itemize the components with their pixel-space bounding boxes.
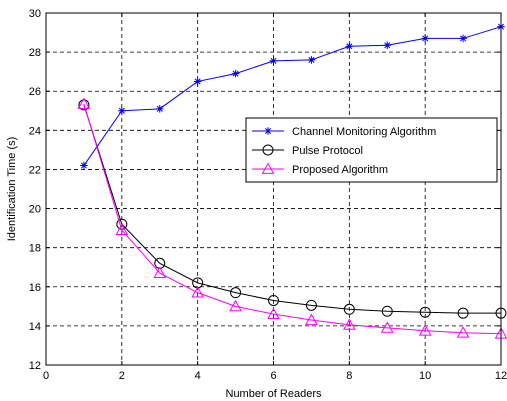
- y-tick-label: 18: [29, 243, 41, 255]
- series-2-point: [343, 303, 355, 315]
- x-tick-label: 0: [43, 370, 49, 382]
- legend-label-3: Proposed Algorithm: [292, 164, 388, 176]
- y-tick-label: 28: [29, 47, 41, 59]
- series-2-point: [305, 299, 317, 311]
- series-2-point: [381, 305, 393, 317]
- legend-marker-3: [261, 162, 275, 174]
- y-tick-label: 24: [29, 125, 41, 137]
- series-2-point: [268, 294, 279, 306]
- x-tick-label: 6: [270, 370, 276, 382]
- x-tick-label: 2: [119, 370, 125, 382]
- series-3-point: [115, 223, 129, 235]
- y-tick-label: 22: [29, 164, 41, 176]
- series-2-point: [230, 287, 242, 299]
- legend-label-2: Pulse Protocol: [292, 145, 363, 157]
- series-line-2: [83, 104, 501, 314]
- series-1-point: [345, 42, 354, 51]
- y-tick-label: 14: [29, 321, 41, 333]
- series-3-point: [191, 286, 205, 298]
- y-tick-label: 30: [29, 8, 41, 20]
- series-line-1: [83, 26, 502, 166]
- series-3-point: [418, 324, 432, 336]
- series-2-point: [419, 306, 431, 318]
- series-1-point: [155, 105, 164, 113]
- series-3-point: [229, 299, 242, 312]
- legend-marker-1: [264, 127, 272, 135]
- legend-marker-2: [262, 144, 274, 156]
- legend: Channel Monitoring Algorithm Pulse Protoc…: [245, 117, 498, 183]
- legend-label-1: Channel Monitoring Algorithm: [292, 126, 436, 138]
- series-1-point: [231, 69, 240, 78]
- series-3-point: [342, 318, 356, 330]
- x-tick-label: 4: [195, 370, 201, 382]
- y-tick-label: 26: [29, 86, 41, 98]
- series-3-point: [77, 97, 91, 109]
- series-1-point: [307, 56, 316, 64]
- series-1-point: [193, 77, 202, 86]
- x-axis-label: Number of Readers: [226, 388, 322, 400]
- series-1-point: [118, 106, 126, 115]
- x-tick-label: 8: [346, 370, 352, 382]
- series-3-point: [153, 266, 167, 278]
- series-1-point: [421, 34, 429, 43]
- x-tick-label: 12: [495, 370, 507, 382]
- series-3-point: [267, 307, 280, 320]
- series-1-point: [80, 161, 88, 170]
- y-axis-label: Identification Time (s): [6, 137, 18, 242]
- y-tick-label: 12: [29, 360, 41, 372]
- series-line-3: [83, 103, 502, 335]
- y-tick-label: 20: [29, 204, 41, 216]
- series-3-point: [380, 321, 394, 333]
- series-1-point: [269, 57, 278, 65]
- series-3-point: [305, 313, 318, 325]
- series-2-point: [78, 99, 90, 111]
- y-tick-label: 16: [29, 282, 41, 294]
- series-2-point: [457, 307, 469, 319]
- series-1-point: [383, 41, 392, 50]
- series-group: [77, 22, 507, 339]
- legend-box: [245, 117, 498, 183]
- x-tick-label: 10: [419, 370, 431, 382]
- series-1-point: [459, 34, 467, 43]
- series-3-point: [456, 326, 470, 338]
